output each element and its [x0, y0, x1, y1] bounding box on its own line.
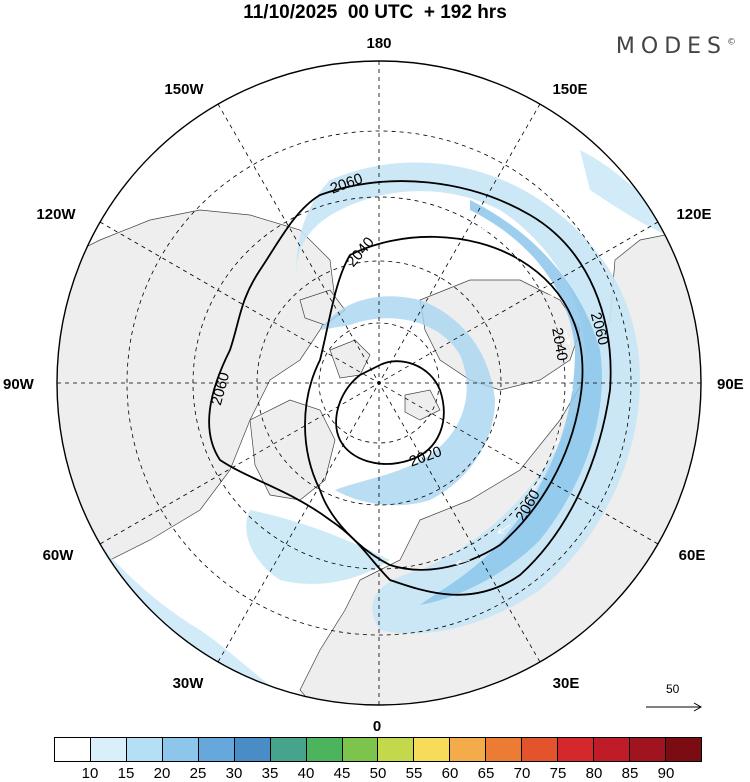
height-contours	[208, 180, 612, 596]
lon-label-180: 180	[366, 35, 391, 52]
colorbar-tick-label: 75	[549, 765, 567, 782]
colorbar-tick-label: 85	[621, 765, 639, 782]
brand-name: MODES	[615, 34, 727, 59]
colorbar-cell	[126, 738, 163, 761]
colorbar-cell	[342, 738, 379, 761]
reference-vector-label: 50	[666, 682, 680, 696]
lon-label-90w: 90W	[3, 376, 35, 393]
meridians	[57, 61, 701, 705]
colorbar-tick-label: 45	[333, 765, 351, 782]
colorbar-cell	[558, 738, 595, 761]
lon-label-60w: 60W	[43, 547, 75, 564]
colorbar-tick-label: 50	[369, 765, 387, 782]
colorbar-cell	[450, 738, 487, 761]
colorbar-tick-label: 30	[225, 765, 243, 782]
colorbar-cell	[198, 738, 235, 761]
colorbar-cell	[270, 738, 307, 761]
colorbar-cell	[630, 738, 666, 761]
wind-shade-inner	[320, 296, 495, 506]
colorbar-tick-label: 40	[297, 765, 315, 782]
colorbar-cell	[665, 738, 701, 761]
lon-label-60e: 60E	[679, 547, 706, 564]
colorbar-cell	[90, 738, 127, 761]
contour-2040	[304, 235, 584, 571]
colorbar	[54, 737, 702, 762]
colorbar-tick-label: 65	[477, 765, 495, 782]
land-asia-north	[419, 279, 581, 391]
colorbar-ticks: 10 15 20 25 30 35 40 45 50 55 60 65 70 75 80 85 90	[54, 765, 702, 782]
wind-shade-atlantic	[246, 510, 390, 584]
colorbar-tick-label: 60	[441, 765, 459, 782]
reference-vector-arrow	[646, 702, 703, 712]
lon-label-90e: 90E	[717, 376, 744, 393]
colorbar-tick-label: 15	[117, 765, 135, 782]
contour-label: 2040	[548, 326, 571, 362]
wind-arrows	[430, 211, 574, 567]
colorbar-tick-label: 55	[405, 765, 423, 782]
contour-2020	[335, 360, 445, 465]
brand-copyright: ©	[727, 37, 736, 48]
colorbar-cell	[486, 738, 523, 761]
lon-label-150e: 150E	[552, 81, 587, 98]
colorbar-cell	[55, 738, 91, 761]
colorbar-tick-label: 25	[189, 765, 207, 782]
lon-label-120e: 120E	[676, 206, 711, 223]
lon-label-120w: 120W	[36, 206, 76, 223]
lon-label-30w: 30W	[173, 675, 205, 692]
colorbar-tick-label: 10	[81, 765, 99, 782]
colorbar-tick-label: 20	[153, 765, 171, 782]
brand-logo: MODES©	[616, 34, 736, 59]
lon-label-0: 0	[373, 718, 381, 735]
colorbar-cell	[414, 738, 451, 761]
colorbar-cell	[162, 738, 199, 761]
colorbar-tick-label: 80	[585, 765, 603, 782]
map-boundary	[56, 60, 702, 706]
colorbar-cell	[234, 738, 271, 761]
colorbar-cell	[522, 738, 559, 761]
lon-label-150w: 150W	[164, 81, 204, 98]
colorbar-cell	[306, 738, 343, 761]
colorbar-tick-label: 35	[261, 765, 279, 782]
map-title: 11/10/2025 00 UTC + 192 hrs	[243, 2, 507, 23]
colorbar-cell	[378, 738, 415, 761]
colorbar-cell	[594, 738, 630, 761]
colorbar-tick-label: 70	[513, 765, 531, 782]
wind-shade-mid	[420, 200, 602, 605]
lon-label-30e: 30E	[553, 675, 580, 692]
colorbar-tick-label: 90	[657, 765, 675, 782]
contour-2060	[208, 180, 612, 596]
